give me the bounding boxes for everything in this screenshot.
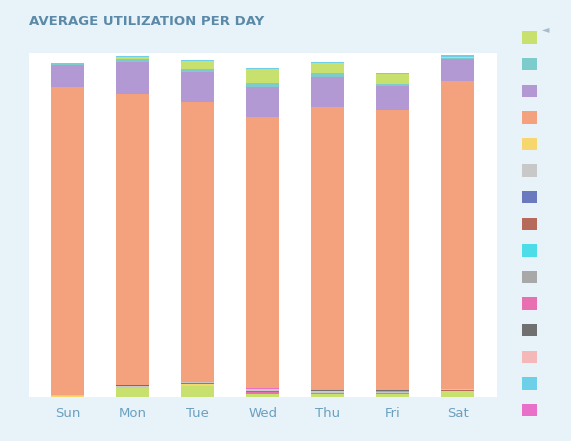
Bar xyxy=(376,84,409,86)
Bar xyxy=(182,69,214,71)
Bar xyxy=(247,83,279,87)
Bar xyxy=(182,384,214,386)
Bar xyxy=(311,62,344,64)
Bar xyxy=(441,60,474,82)
Bar xyxy=(441,391,474,397)
Bar xyxy=(116,56,149,57)
Bar xyxy=(376,394,409,397)
Bar xyxy=(376,74,409,84)
Bar xyxy=(311,107,344,390)
Bar xyxy=(182,101,214,381)
Bar xyxy=(376,86,409,110)
Bar xyxy=(182,386,214,397)
Bar xyxy=(116,62,149,94)
Bar xyxy=(116,59,149,62)
Bar xyxy=(311,394,344,397)
Bar xyxy=(116,388,149,397)
Bar xyxy=(311,77,344,107)
Bar xyxy=(116,386,149,388)
Bar xyxy=(247,390,279,391)
Bar xyxy=(311,392,344,393)
Bar xyxy=(441,56,474,58)
Bar xyxy=(182,382,214,383)
Bar xyxy=(51,65,84,87)
Bar xyxy=(247,392,279,393)
Bar xyxy=(441,58,474,60)
Bar xyxy=(247,67,279,69)
Bar xyxy=(441,82,474,389)
Bar xyxy=(51,64,84,65)
Bar xyxy=(376,73,409,74)
Bar xyxy=(376,392,409,393)
Bar xyxy=(247,394,279,397)
Bar xyxy=(311,64,344,73)
Bar xyxy=(247,87,279,117)
Bar xyxy=(182,61,214,69)
Bar xyxy=(116,94,149,385)
Bar xyxy=(182,71,214,101)
Bar xyxy=(376,110,409,390)
Bar xyxy=(116,57,149,59)
Bar xyxy=(247,391,279,392)
Bar xyxy=(51,87,84,395)
Text: ◄: ◄ xyxy=(541,24,549,34)
Bar xyxy=(311,73,344,77)
Bar xyxy=(247,69,279,83)
Bar xyxy=(376,391,409,392)
Text: AVERAGE UTILIZATION PER DAY: AVERAGE UTILIZATION PER DAY xyxy=(29,15,264,28)
Bar xyxy=(182,60,214,61)
Bar xyxy=(247,117,279,388)
Bar xyxy=(441,55,474,56)
